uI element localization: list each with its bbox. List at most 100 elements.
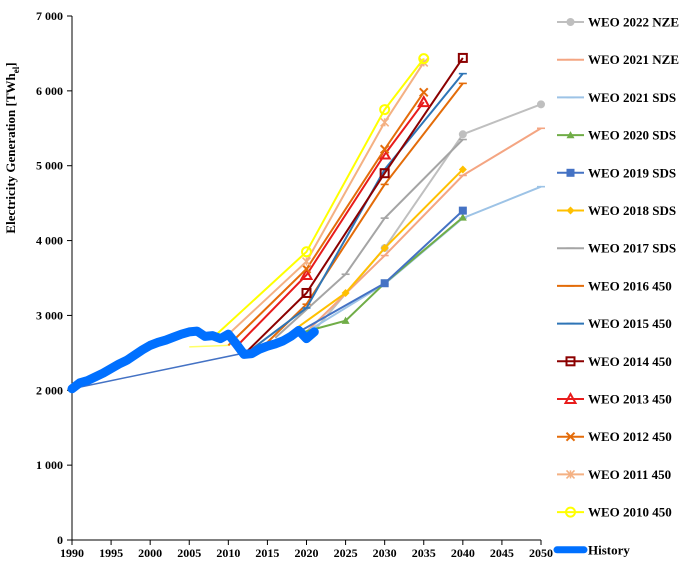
- x-tick-label: 2020: [295, 546, 319, 560]
- y-axis-label: Electricity Generation [TWhel]: [3, 62, 21, 233]
- legend-label: WEO 2018 SDS: [588, 203, 676, 218]
- y-axis-label-main: Electricity Generation [TWh: [3, 73, 18, 234]
- x-tick-label: 2030: [373, 546, 397, 560]
- data-point: [563, 391, 578, 404]
- legend-item: WEO 2021 NZE: [557, 52, 679, 67]
- series-line: [219, 61, 425, 343]
- series-weo-2019-sds: [290, 206, 467, 338]
- data-point: [380, 117, 390, 127]
- data-point: [566, 18, 575, 26]
- y-tick-label: 6 000: [36, 84, 63, 98]
- data-point: [565, 356, 576, 367]
- y-tick-label: 3 000: [36, 308, 63, 322]
- legend-item: WEO 2016 450: [557, 278, 672, 293]
- x-tick-label: 1990: [60, 546, 84, 560]
- legend-item-history: History: [553, 542, 630, 557]
- data-point: [457, 52, 468, 63]
- series-weo-2017-sds: [274, 138, 467, 339]
- legend-label: WEO 2015 450: [588, 316, 672, 331]
- data-point: [301, 287, 312, 298]
- data-point: [301, 264, 312, 274]
- series-line: [243, 57, 464, 356]
- x-tick-label: 1995: [99, 546, 123, 560]
- legend-item: WEO 2013 450: [557, 392, 672, 407]
- data-point: [566, 206, 575, 215]
- data-point-stroke: [301, 264, 312, 274]
- series-weo-2012-450: [227, 87, 429, 347]
- data-point: [301, 246, 312, 258]
- legend-item: WEO 2017 SDS: [557, 241, 676, 256]
- series-weo-2022-nze: [313, 100, 545, 332]
- y-tick-label: 1 000: [36, 458, 63, 472]
- legend-label: WEO 2010 450: [588, 505, 672, 520]
- data-point: [458, 213, 467, 221]
- data-point: [565, 469, 576, 479]
- y-tick-label: 2 000: [36, 383, 63, 397]
- data-point: [566, 131, 575, 139]
- x-tick-label: 2025: [334, 546, 358, 560]
- data-point: [341, 288, 350, 297]
- x-tick-label: 2045: [490, 546, 514, 560]
- legend-label: WEO 2022 NZE: [588, 15, 679, 30]
- data-point: [380, 279, 389, 288]
- plot-area: [67, 52, 545, 394]
- legend-item: WEO 2015 450: [557, 316, 672, 331]
- baseline-line: [189, 344, 229, 348]
- legend-item: WEO 2012 450: [557, 429, 672, 444]
- y-tick-label: 0: [57, 533, 63, 547]
- baseline-line: [71, 349, 260, 390]
- data-point: [419, 87, 429, 98]
- legend-label: WEO 2013 450: [588, 392, 672, 407]
- series-line: [305, 127, 542, 333]
- series-line: [282, 168, 464, 339]
- legend-item: WEO 2010 450: [557, 505, 672, 520]
- data-point: [458, 130, 467, 139]
- data-point: [341, 316, 350, 324]
- legend-item: WEO 2019 SDS: [557, 165, 676, 180]
- legend-label: WEO 2012 450: [588, 429, 672, 444]
- series-line: [298, 216, 464, 335]
- series-line: [313, 103, 542, 332]
- legend-label: WEO 2014 450: [588, 354, 672, 369]
- series-line: [212, 58, 425, 339]
- data-point: [417, 95, 431, 108]
- y-tick-label: 4 000: [36, 234, 63, 248]
- y-axis-label-close: ]: [3, 62, 18, 66]
- series-weo-2018-sds: [282, 165, 467, 339]
- legend-label: WEO 2016 450: [588, 278, 672, 293]
- x-tick-label: 2050: [529, 546, 553, 560]
- legend-item: WEO 2014 450: [557, 354, 672, 369]
- data-point: [566, 168, 575, 177]
- series-weo-2010-450: [212, 53, 430, 339]
- x-tick-label: 2010: [216, 546, 240, 560]
- legend-label: WEO 2021 NZE: [588, 52, 679, 67]
- series-line: [227, 91, 425, 347]
- y-tick-label: 7 000: [36, 9, 63, 23]
- x-tick-label: 2005: [177, 546, 201, 560]
- data-point: [458, 165, 467, 174]
- series-line: [274, 138, 464, 339]
- axes: 0 1 000 2 000 3 000 4 000 5 000 6 000 7 000 1990…: [36, 9, 553, 560]
- data-point: [418, 53, 430, 65]
- x-tick-label: 2040: [451, 546, 475, 560]
- legend-item: WEO 2011 450: [557, 467, 671, 482]
- data-point: [458, 206, 467, 215]
- data-point: [380, 244, 389, 253]
- legend-item: WEO 2021 SDS: [557, 90, 676, 105]
- data-point: [379, 168, 390, 179]
- legend-label: WEO 2019 SDS: [588, 165, 676, 180]
- legend-item: WEO 2022 NZE: [557, 15, 679, 30]
- series-line: [251, 73, 464, 350]
- series-weo-2021-nze: [305, 127, 545, 333]
- data-point: [565, 431, 576, 442]
- series-weo-2013-450: [235, 95, 431, 348]
- series-line: [235, 101, 425, 348]
- y-tick-label: 5 000: [36, 159, 63, 173]
- series-weo-2011-450: [219, 57, 429, 343]
- legend: WEO 2022 NZE WEO 2021 NZE WEO 2021 SDS WEO …: [553, 15, 679, 557]
- legend-item: WEO 2018 SDS: [557, 203, 676, 218]
- data-point: [379, 104, 391, 116]
- series-weo-2014-450: [243, 52, 468, 356]
- x-tick-label: 2000: [138, 546, 162, 560]
